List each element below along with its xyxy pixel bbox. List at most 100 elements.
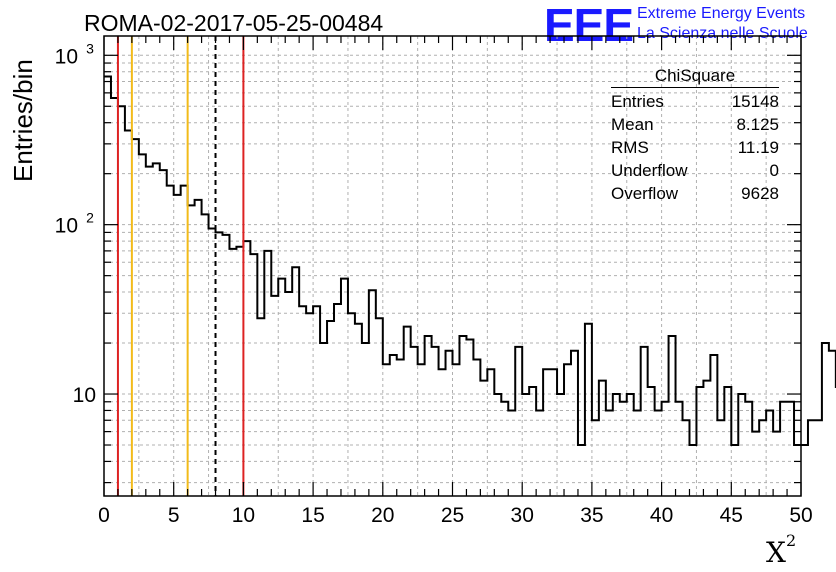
histogram-bin — [676, 402, 683, 496]
histogram-bin — [292, 267, 299, 496]
histogram-bin — [585, 324, 592, 496]
x-tick-label: 25 — [441, 504, 464, 527]
stats-value: 11.19 — [737, 138, 779, 157]
histogram-bin — [829, 351, 836, 496]
histogram-bin — [815, 420, 822, 496]
histogram-bin — [669, 336, 676, 496]
histogram-bin — [683, 420, 690, 496]
histogram-bin — [390, 355, 397, 496]
histogram-bin — [801, 445, 808, 496]
histogram-bin — [613, 394, 620, 496]
chart-title: ROMA-02-2017-05-25-00484 — [84, 10, 384, 36]
stats-title: ChiSquare — [611, 64, 779, 88]
histogram-bin — [731, 445, 738, 496]
logo-caption-line-2: La Scienza nelle Scuole — [637, 25, 808, 42]
histogram-series — [104, 75, 836, 447]
y-tick-label: 10 — [55, 45, 78, 68]
histogram-bin — [327, 321, 334, 496]
histogram-bin — [341, 279, 348, 496]
histogram-bin — [174, 195, 181, 496]
histogram-bin — [313, 306, 320, 496]
x-tick-label: 20 — [371, 504, 394, 527]
x-tick-label: 30 — [511, 504, 534, 527]
histogram-bin — [627, 394, 634, 496]
histogram-bin — [209, 228, 216, 496]
histogram-bin — [334, 304, 341, 496]
histogram-bin — [167, 186, 174, 496]
histogram-bin — [571, 351, 578, 496]
histogram-bin — [724, 387, 731, 496]
stats-row-underflow: Underflow 0 — [611, 159, 779, 182]
histogram-bin — [662, 402, 669, 496]
histogram-bin — [222, 235, 229, 496]
histogram-bin — [780, 402, 787, 496]
histogram-bin — [599, 381, 606, 496]
stats-row-mean: Mean 8.125 — [611, 113, 779, 136]
histogram-bin — [480, 381, 487, 496]
histogram-bin — [216, 232, 223, 496]
histogram-bin — [446, 351, 453, 496]
histogram-bin — [369, 290, 376, 496]
histogram-bin — [508, 410, 515, 496]
stats-value: 15148 — [731, 92, 779, 111]
histogram-bin — [515, 347, 522, 496]
stats-label: Mean — [611, 115, 654, 134]
histogram-bin — [202, 214, 209, 496]
x-axis-label: X2 — [766, 531, 796, 569]
histogram-bin — [411, 347, 418, 496]
histogram-bin — [752, 432, 759, 496]
histogram-bin — [439, 369, 446, 496]
histogram-bin — [236, 247, 243, 496]
histogram-bin — [264, 251, 271, 496]
histogram-bin — [111, 98, 118, 496]
histogram-bin — [397, 359, 404, 496]
x-axis-label-superscript: 2 — [785, 530, 797, 550]
histogram-bin — [153, 163, 160, 496]
histogram-bin — [425, 336, 432, 496]
histogram-bin — [703, 381, 710, 496]
histogram-bin — [578, 445, 585, 496]
y-tick-label: 10 — [55, 215, 78, 238]
histogram-bin — [557, 394, 564, 496]
histogram-bin — [257, 318, 264, 496]
histogram-bin — [738, 394, 745, 496]
histogram-bin — [717, 420, 724, 496]
stats-label: Overflow — [611, 184, 679, 203]
stats-row-overflow: Overflow 9628 — [611, 182, 779, 205]
x-tick-label: 5 — [168, 504, 180, 527]
histogram-bin — [522, 394, 529, 496]
histogram-bin — [494, 394, 501, 496]
y-tick-exponent: 2 — [86, 210, 94, 226]
histogram-bin — [243, 241, 250, 496]
histogram-bin — [188, 205, 195, 496]
histogram-bin — [250, 254, 257, 496]
histogram-bin — [648, 387, 655, 496]
stats-value: 0 — [769, 161, 779, 180]
histogram-bin — [759, 420, 766, 496]
histogram-bin — [299, 306, 306, 496]
histogram-bin — [501, 402, 508, 496]
eee-logo: EEE — [544, 0, 634, 51]
x-tick-label: 50 — [789, 504, 812, 527]
histogram-layer — [104, 75, 836, 496]
histogram-bin — [104, 76, 111, 496]
histogram-bin — [766, 410, 773, 496]
histogram-bin — [160, 170, 167, 496]
x-tick-label: 0 — [98, 504, 110, 527]
histogram-bin — [355, 324, 362, 496]
histogram-bin — [473, 359, 480, 496]
histogram-bin — [564, 364, 571, 496]
histogram-bin — [459, 336, 466, 496]
histogram-bin — [606, 410, 613, 496]
histogram-bin — [132, 139, 139, 496]
histogram-bin — [536, 410, 543, 496]
histogram-bin — [306, 313, 313, 496]
x-tick-label: 40 — [650, 504, 673, 527]
stats-row-entries: Entries 15148 — [611, 90, 779, 113]
y-tick-label: 10 — [73, 384, 96, 407]
histogram-bin — [278, 279, 285, 496]
histogram-bin — [195, 200, 202, 496]
histogram-bin — [773, 432, 780, 496]
